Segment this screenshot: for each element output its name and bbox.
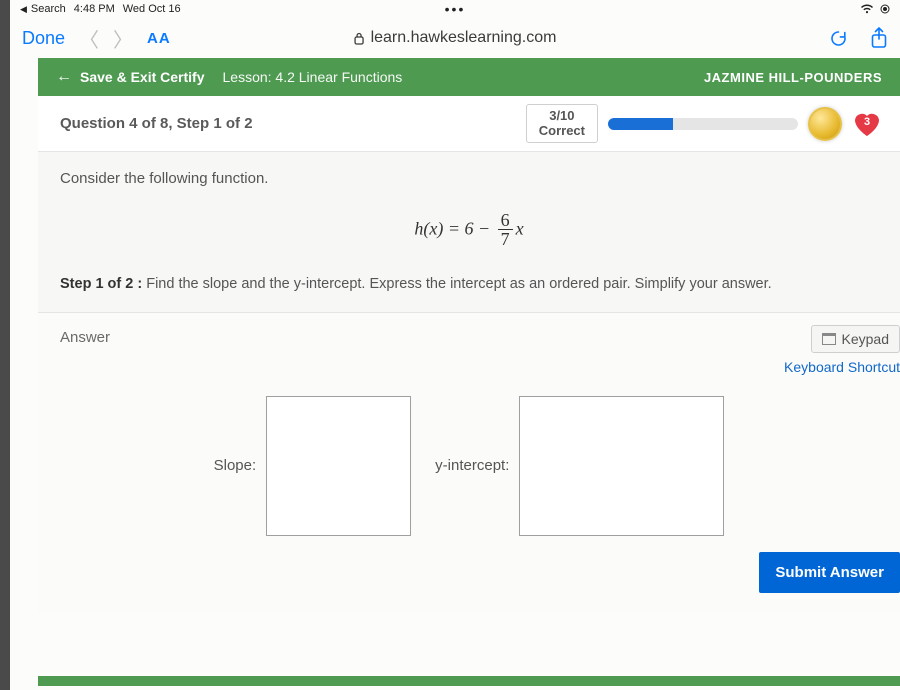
answer-title: Answer <box>60 329 878 346</box>
func-rhs: x <box>516 219 524 239</box>
forward-chevron-icon[interactable]: 〉 <box>113 24 133 53</box>
submit-answer-button[interactable]: Submit Answer <box>759 552 900 593</box>
progress-fill <box>608 118 673 130</box>
progress-bar <box>608 118 798 130</box>
score-label: Correct <box>539 124 585 139</box>
lesson-header: Save & Exit Certify Lesson: 4.2 Linear F… <box>38 58 900 96</box>
coin-icon[interactable] <box>808 107 842 141</box>
lock-icon <box>354 32 365 45</box>
question-prompt: Consider the following function. <box>60 170 878 187</box>
user-name[interactable]: JAZMINE HILL-POUNDERS <box>704 70 882 85</box>
browser-toolbar: Done 〈 〉 AA learn.hawkeslearning.com <box>10 18 900 58</box>
multitask-dots-icon[interactable]: ••• <box>445 1 466 17</box>
lesson-title: Lesson: 4.2 Linear Functions <box>223 69 403 85</box>
device-frame: Search 4:48 PM Wed Oct 16 ••• Done 〈 〉 A… <box>10 0 900 690</box>
y-intercept-label: y-intercept: <box>435 457 509 474</box>
footer-strip <box>38 676 900 686</box>
fraction-numerator: 6 <box>498 211 513 230</box>
keypad-label: Keypad <box>842 331 889 347</box>
fraction: 6 7 <box>498 211 513 250</box>
ipad-status-bar: Search 4:48 PM Wed Oct 16 ••• <box>10 0 900 18</box>
score-box: 3/10 Correct <box>526 104 598 144</box>
slope-label: Slope: <box>214 457 257 474</box>
done-button[interactable]: Done <box>22 28 65 49</box>
save-exit-button[interactable]: Save & Exit Certify <box>56 68 205 86</box>
wifi-icon <box>860 4 874 14</box>
step-label: Step 1 of 2 : <box>60 276 142 292</box>
slope-input[interactable] <box>266 396 411 536</box>
step-text: Find the slope and the y-intercept. Expr… <box>146 276 771 292</box>
keypad-button[interactable]: Keypad <box>811 325 900 353</box>
status-time: 4:48 PM <box>74 3 115 15</box>
address-bar[interactable]: learn.hawkeslearning.com <box>354 29 557 47</box>
share-icon[interactable] <box>870 27 888 49</box>
back-to-app[interactable]: Search <box>20 3 66 15</box>
status-date: Wed Oct 16 <box>123 3 181 15</box>
url-text: learn.hawkeslearning.com <box>371 29 557 47</box>
back-chevron-icon[interactable]: 〈 <box>79 24 99 53</box>
battery-icon <box>880 4 890 14</box>
answer-inputs: Slope: y-intercept: <box>60 396 878 536</box>
y-intercept-input[interactable] <box>519 396 724 536</box>
reload-icon[interactable] <box>829 29 848 48</box>
keypad-icon <box>822 333 836 345</box>
function-expression: h(x) = 6 − 6 7 x <box>60 211 878 250</box>
answer-area: Answer Keypad Keyboard Shortcut Slope: y… <box>38 313 900 613</box>
score-value: 3/10 <box>539 109 585 124</box>
question-header: Question 4 of 8, Step 1 of 2 3/10 Correc… <box>38 96 900 152</box>
fraction-denominator: 7 <box>498 230 513 250</box>
question-body: Consider the following function. h(x) = … <box>38 152 900 313</box>
question-title: Question 4 of 8, Step 1 of 2 <box>60 115 253 132</box>
func-lhs: h(x) = 6 − <box>414 219 490 239</box>
keyboard-shortcut-link[interactable]: Keyboard Shortcut <box>784 359 900 375</box>
page-content: Save & Exit Certify Lesson: 4.2 Linear F… <box>38 58 900 690</box>
text-size-button[interactable]: AA <box>147 30 171 47</box>
lives-count: 3 <box>852 116 882 128</box>
lives-heart[interactable]: 3 <box>852 110 882 138</box>
step-instruction: Step 1 of 2 : Find the slope and the y-i… <box>60 276 878 292</box>
